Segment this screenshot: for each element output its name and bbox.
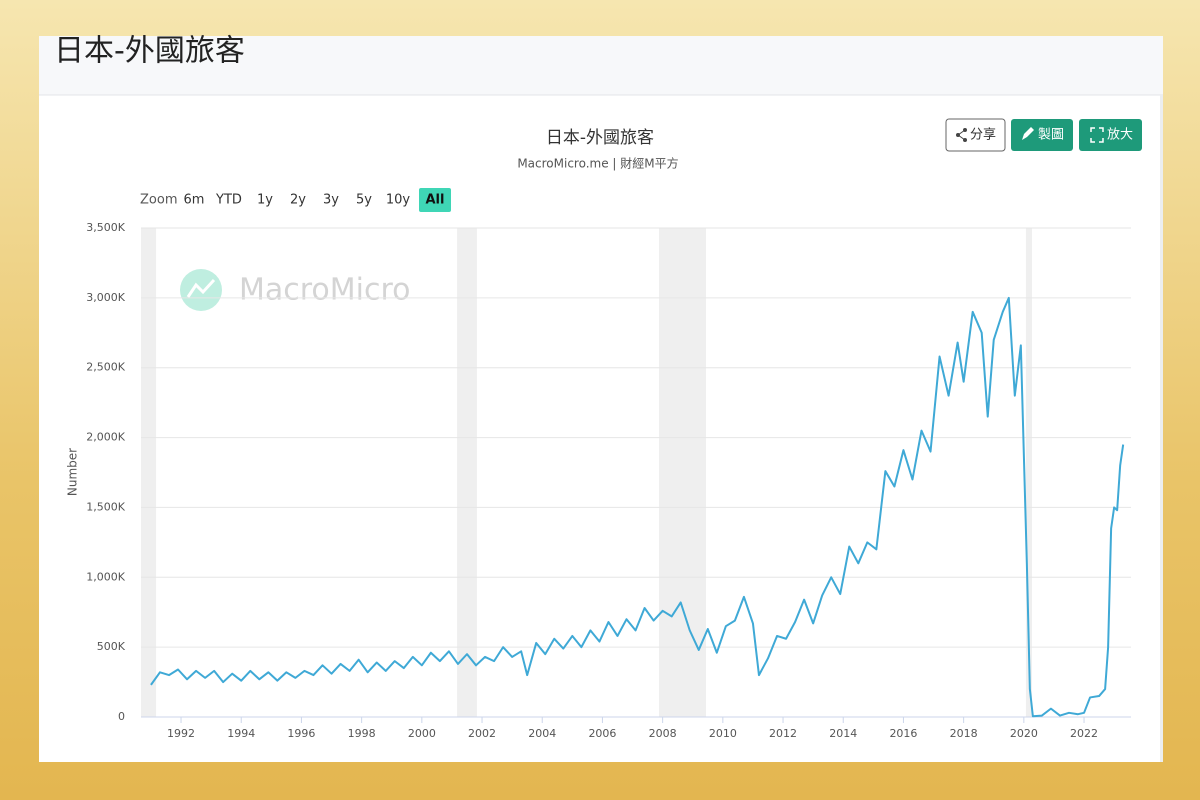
x-tick-label: 2022 xyxy=(1070,727,1098,740)
zoom-label: Zoom xyxy=(140,193,177,208)
shaded-period xyxy=(457,228,477,717)
x-tick-label: 2008 xyxy=(649,727,677,740)
zoom-option[interactable]: 2y xyxy=(290,193,306,208)
watermark: MacroMicro xyxy=(239,273,411,308)
card xyxy=(39,36,1163,762)
y-tick-label: 0 xyxy=(118,710,125,723)
shaded-period xyxy=(659,228,706,717)
y-tick-label: 500K xyxy=(97,640,126,653)
y-tick-label: 2,000K xyxy=(86,431,125,444)
data-line xyxy=(150,296,1125,718)
zoom-option[interactable]: 3y xyxy=(323,193,339,208)
button-label: 分享 xyxy=(970,127,996,143)
zoom-option-label: 6m xyxy=(184,193,205,208)
x-tick-label: 2010 xyxy=(709,727,737,740)
chart-title: 日本-外國旅客 xyxy=(546,128,654,148)
y-tick-label: 1,500K xyxy=(86,500,125,513)
draw-button[interactable]: 製圖 xyxy=(1011,119,1073,151)
x-tick-label: 1994 xyxy=(227,727,255,740)
x-tick-label: 2006 xyxy=(588,727,616,740)
x-tick-label: 2018 xyxy=(950,727,978,740)
x-tick-label: 2016 xyxy=(889,727,917,740)
y-axis-title: Number xyxy=(66,448,80,496)
expand-button[interactable]: 放大 xyxy=(1079,119,1142,151)
x-tick-label: 2014 xyxy=(829,727,857,740)
y-tick-label: 3,500K xyxy=(86,221,125,234)
x-tick-label: 1996 xyxy=(287,727,315,740)
x-tick-label: 2002 xyxy=(468,727,496,740)
zoom-option[interactable]: All xyxy=(419,188,451,212)
x-tick-label: 1998 xyxy=(348,727,376,740)
button-label: 製圖 xyxy=(1038,128,1064,143)
page-title: 日本-外國旅客 xyxy=(54,34,245,69)
x-tick-label: 2012 xyxy=(769,727,797,740)
button-label: 放大 xyxy=(1107,128,1133,143)
x-tick-label: 2004 xyxy=(528,727,556,740)
zoom-option[interactable]: YTD xyxy=(215,193,242,208)
zoom-option-label: 1y xyxy=(257,193,273,208)
y-tick-label: 1,000K xyxy=(86,570,125,583)
shaded-period xyxy=(1025,228,1032,717)
watermark-logo xyxy=(186,278,216,298)
chart-subtitle: MacroMicro.me | 財經M平方 xyxy=(517,156,678,171)
zoom-option-label: YTD xyxy=(215,193,242,208)
shaded-period xyxy=(141,228,157,717)
x-tick-label: 1992 xyxy=(167,727,195,740)
zoom-option-label: 3y xyxy=(323,193,339,208)
zoom-option-label: 10y xyxy=(386,193,411,208)
scrollbar xyxy=(1160,95,1163,762)
zoom-option-label: 2y xyxy=(290,193,306,208)
zoom-option[interactable]: 6m xyxy=(184,193,205,208)
zoom-option-label: 5y xyxy=(356,193,372,208)
y-tick-label: 2,500K xyxy=(86,361,125,374)
zoom-selected xyxy=(419,188,451,212)
x-tick-label: 2000 xyxy=(408,727,436,740)
zoom-option[interactable]: 1y xyxy=(257,193,273,208)
x-tick-label: 2020 xyxy=(1010,727,1038,740)
zoom-option-label: All xyxy=(426,193,445,208)
y-tick-label: 3,000K xyxy=(86,291,125,304)
zoom-option[interactable]: 10y xyxy=(386,193,411,208)
share-button[interactable]: 分享 xyxy=(945,118,1006,152)
zoom-option[interactable]: 5y xyxy=(356,193,372,208)
header-bar xyxy=(39,36,1163,95)
